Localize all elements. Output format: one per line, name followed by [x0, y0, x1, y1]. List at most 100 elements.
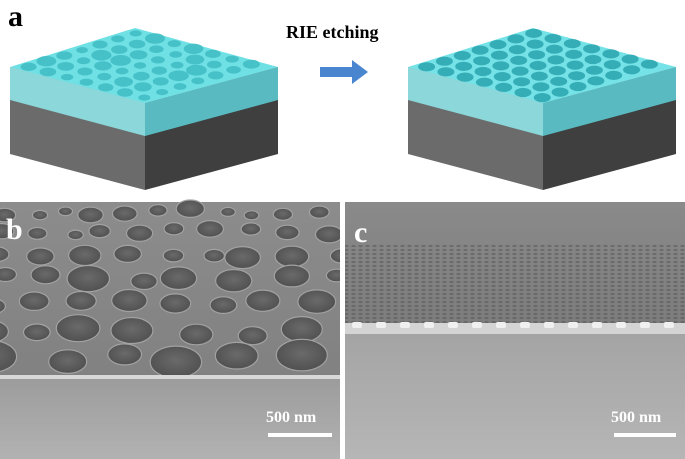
hole	[168, 70, 189, 82]
hole	[621, 54, 639, 64]
hole	[186, 64, 207, 76]
hole	[507, 34, 525, 44]
hole	[138, 94, 151, 101]
hole	[208, 71, 224, 80]
pore	[0, 246, 10, 262]
hole	[544, 33, 562, 44]
hole	[602, 49, 620, 59]
hole	[77, 67, 93, 76]
pillar-top	[472, 322, 482, 328]
hole	[133, 62, 147, 69]
pore	[224, 246, 262, 270]
hole	[117, 88, 133, 97]
pore	[159, 266, 198, 291]
hole	[475, 77, 493, 87]
hole	[225, 55, 239, 63]
pillar-top	[448, 322, 458, 328]
pore	[27, 226, 48, 240]
pore	[18, 291, 50, 311]
pore	[65, 290, 97, 311]
pillar-top	[496, 322, 506, 328]
panel-label-b: b	[6, 213, 23, 246]
pore	[209, 296, 238, 315]
pore	[113, 244, 142, 263]
hole	[453, 51, 471, 61]
pore	[0, 340, 18, 373]
pore	[125, 224, 154, 242]
hole	[129, 50, 148, 60]
hole	[471, 45, 489, 55]
pore	[214, 341, 259, 370]
arrow-caption: RIE etching	[286, 22, 379, 42]
pore	[308, 205, 330, 219]
hole	[98, 83, 114, 92]
hole	[514, 87, 532, 98]
hole	[97, 72, 112, 81]
pore	[196, 219, 225, 238]
hole	[584, 54, 602, 65]
hole	[128, 39, 146, 49]
sem-image-b	[0, 199, 355, 459]
pore	[149, 345, 203, 379]
pore	[175, 199, 205, 218]
pore	[66, 264, 111, 293]
hole	[548, 66, 566, 76]
pore	[67, 229, 84, 241]
pore	[77, 206, 104, 224]
hole	[185, 54, 205, 65]
pore	[273, 264, 311, 288]
hole	[418, 62, 436, 72]
hole	[60, 73, 74, 81]
pore	[88, 223, 111, 239]
hole	[640, 59, 658, 69]
pore	[297, 289, 337, 314]
hole	[550, 76, 568, 86]
schematic-before-etching	[10, 28, 278, 190]
hole	[36, 56, 57, 67]
pore	[111, 205, 138, 222]
pore	[220, 206, 236, 217]
hole	[20, 62, 37, 71]
hole	[110, 55, 131, 66]
hole	[437, 67, 455, 77]
pore	[68, 244, 102, 267]
hole	[474, 66, 492, 77]
pillar-top	[400, 322, 410, 328]
pore	[272, 207, 294, 221]
pillar-top	[664, 322, 674, 328]
sem-image-c	[345, 202, 685, 459]
hole	[76, 57, 91, 65]
pore	[240, 222, 262, 236]
hole	[183, 43, 204, 54]
hole	[173, 83, 187, 90]
hole	[532, 82, 550, 92]
pillar-top	[352, 322, 362, 328]
hole	[149, 45, 164, 53]
hole	[207, 60, 222, 69]
hole	[156, 89, 169, 96]
hole	[39, 67, 57, 77]
pore	[48, 349, 88, 375]
pore	[179, 323, 214, 346]
pore	[214, 268, 253, 293]
pore	[111, 288, 148, 313]
pillar-top	[616, 322, 626, 328]
pore	[107, 343, 143, 366]
pore	[55, 314, 101, 343]
hole	[495, 82, 513, 92]
pore	[162, 248, 185, 263]
hole	[145, 33, 165, 44]
pillar-top	[640, 322, 650, 328]
pore	[203, 248, 225, 263]
pillar-top	[568, 322, 578, 328]
hole	[568, 71, 586, 81]
hole	[57, 62, 75, 71]
hole	[114, 76, 133, 87]
hole	[551, 87, 569, 97]
hole	[545, 44, 563, 54]
hole	[79, 78, 94, 86]
pillar-top	[520, 322, 530, 328]
hole	[133, 71, 150, 81]
hole	[151, 66, 167, 75]
